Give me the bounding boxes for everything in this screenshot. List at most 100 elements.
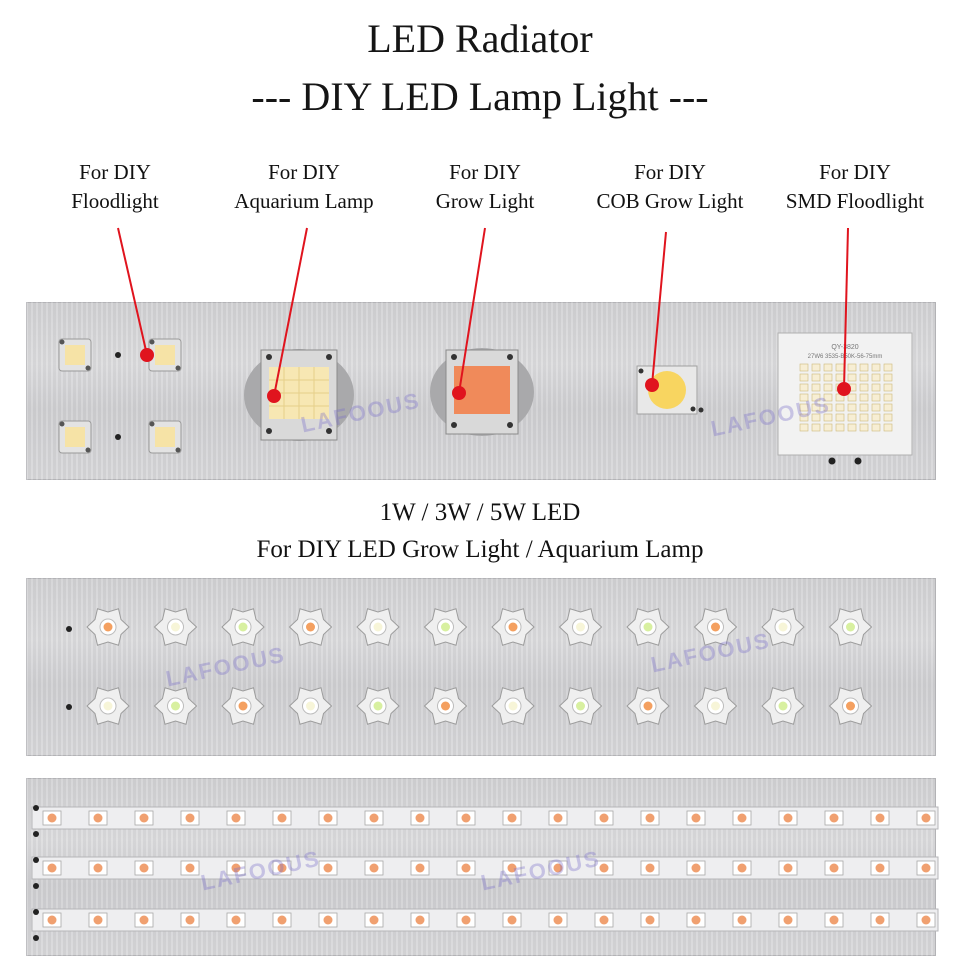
strip-led	[134, 912, 154, 928]
strip-led	[318, 860, 338, 876]
strip-led	[410, 810, 430, 826]
strip-led	[824, 810, 844, 826]
page-subtitle: --- DIY LED Lamp Light ---	[251, 74, 709, 119]
strip-led	[456, 810, 476, 826]
strip-led	[410, 860, 430, 876]
star-led	[828, 608, 873, 646]
star-led	[761, 687, 805, 725]
strip-led	[502, 912, 522, 928]
strip-led	[226, 810, 246, 826]
strip-led	[548, 810, 568, 826]
star-led	[761, 608, 805, 646]
strip-led	[226, 912, 246, 928]
strip-led	[870, 810, 890, 826]
strip-led	[732, 810, 752, 826]
star-led	[423, 608, 468, 646]
strip-led	[88, 860, 108, 876]
strip-led	[778, 860, 798, 876]
strip-led	[594, 810, 614, 826]
strip-led	[318, 912, 338, 928]
strip-led	[364, 912, 384, 928]
star-led	[288, 608, 333, 646]
star-led	[356, 608, 400, 646]
strip-led	[318, 810, 338, 826]
strip-led	[456, 912, 476, 928]
strip-led	[916, 912, 936, 928]
star-led	[828, 687, 873, 725]
radiator-plate-middle	[26, 578, 936, 756]
led-strip	[31, 908, 939, 932]
strip-led	[732, 912, 752, 928]
strip-led	[594, 912, 614, 928]
star-led	[423, 687, 468, 725]
page-title: LED Radiator	[367, 16, 593, 61]
strip-led	[502, 810, 522, 826]
star-led	[86, 608, 130, 646]
star-led	[153, 608, 198, 646]
strip-led	[88, 912, 108, 928]
cob-led-chip	[636, 365, 704, 415]
label-floodlight: For DIY Floodlight	[71, 160, 159, 213]
strip-led	[824, 912, 844, 928]
led-strip	[31, 806, 939, 830]
strip-led	[824, 860, 844, 876]
star-led	[288, 687, 333, 725]
strip-led	[272, 810, 292, 826]
star-led	[221, 608, 265, 646]
label-smd-floodlight: For DIY SMD Floodlight	[785, 160, 925, 213]
star-led	[86, 687, 130, 725]
star-led	[693, 608, 738, 646]
strip-led	[42, 810, 62, 826]
strip-led	[42, 912, 62, 928]
strip-led	[640, 860, 660, 876]
strip-led	[916, 860, 936, 876]
strip-led	[732, 860, 752, 876]
strip-led	[134, 810, 154, 826]
strip-led	[870, 912, 890, 928]
strip-led	[548, 860, 568, 876]
strip-led	[180, 912, 200, 928]
label-grow-light: For DIY Grow Light	[435, 160, 535, 213]
star-led	[626, 608, 670, 646]
star-led	[491, 687, 535, 725]
strip-led	[502, 860, 522, 876]
strip-led	[686, 860, 706, 876]
strip-led	[548, 912, 568, 928]
section-heading-line2: For DIY LED Grow Light / Aquarium Lamp	[256, 536, 704, 563]
strip-led	[916, 810, 936, 826]
star-led	[626, 687, 670, 725]
strip-led	[364, 810, 384, 826]
strip-led	[456, 860, 476, 876]
strip-led	[778, 912, 798, 928]
strip-led	[42, 860, 62, 876]
star-led	[558, 687, 603, 725]
strip-led	[778, 810, 798, 826]
grow-led-chip	[430, 348, 534, 436]
strip-led	[594, 860, 614, 876]
strip-led	[134, 860, 154, 876]
strip-led	[410, 912, 430, 928]
pointer-lines	[117, 227, 851, 403]
strip-led	[686, 810, 706, 826]
star-led	[558, 608, 603, 646]
strip-led	[88, 810, 108, 826]
section-heading-line1: 1W / 3W / 5W LED	[379, 499, 581, 526]
strip-led	[686, 912, 706, 928]
label-aquarium-lamp: For DIY Aquarium Lamp	[234, 160, 374, 213]
strip-led	[272, 912, 292, 928]
star-led	[491, 608, 535, 646]
label-cob-grow-light: For DIY COB Grow Light	[596, 160, 744, 213]
strip-led	[272, 860, 292, 876]
star-led	[221, 687, 265, 725]
strip-led	[640, 912, 660, 928]
strip-led	[364, 860, 384, 876]
strip-led	[640, 810, 660, 826]
star-led	[693, 687, 738, 725]
star-led	[356, 687, 400, 725]
strip-led	[870, 860, 890, 876]
led-strip	[31, 856, 939, 880]
floodlight-leds	[58, 338, 182, 454]
